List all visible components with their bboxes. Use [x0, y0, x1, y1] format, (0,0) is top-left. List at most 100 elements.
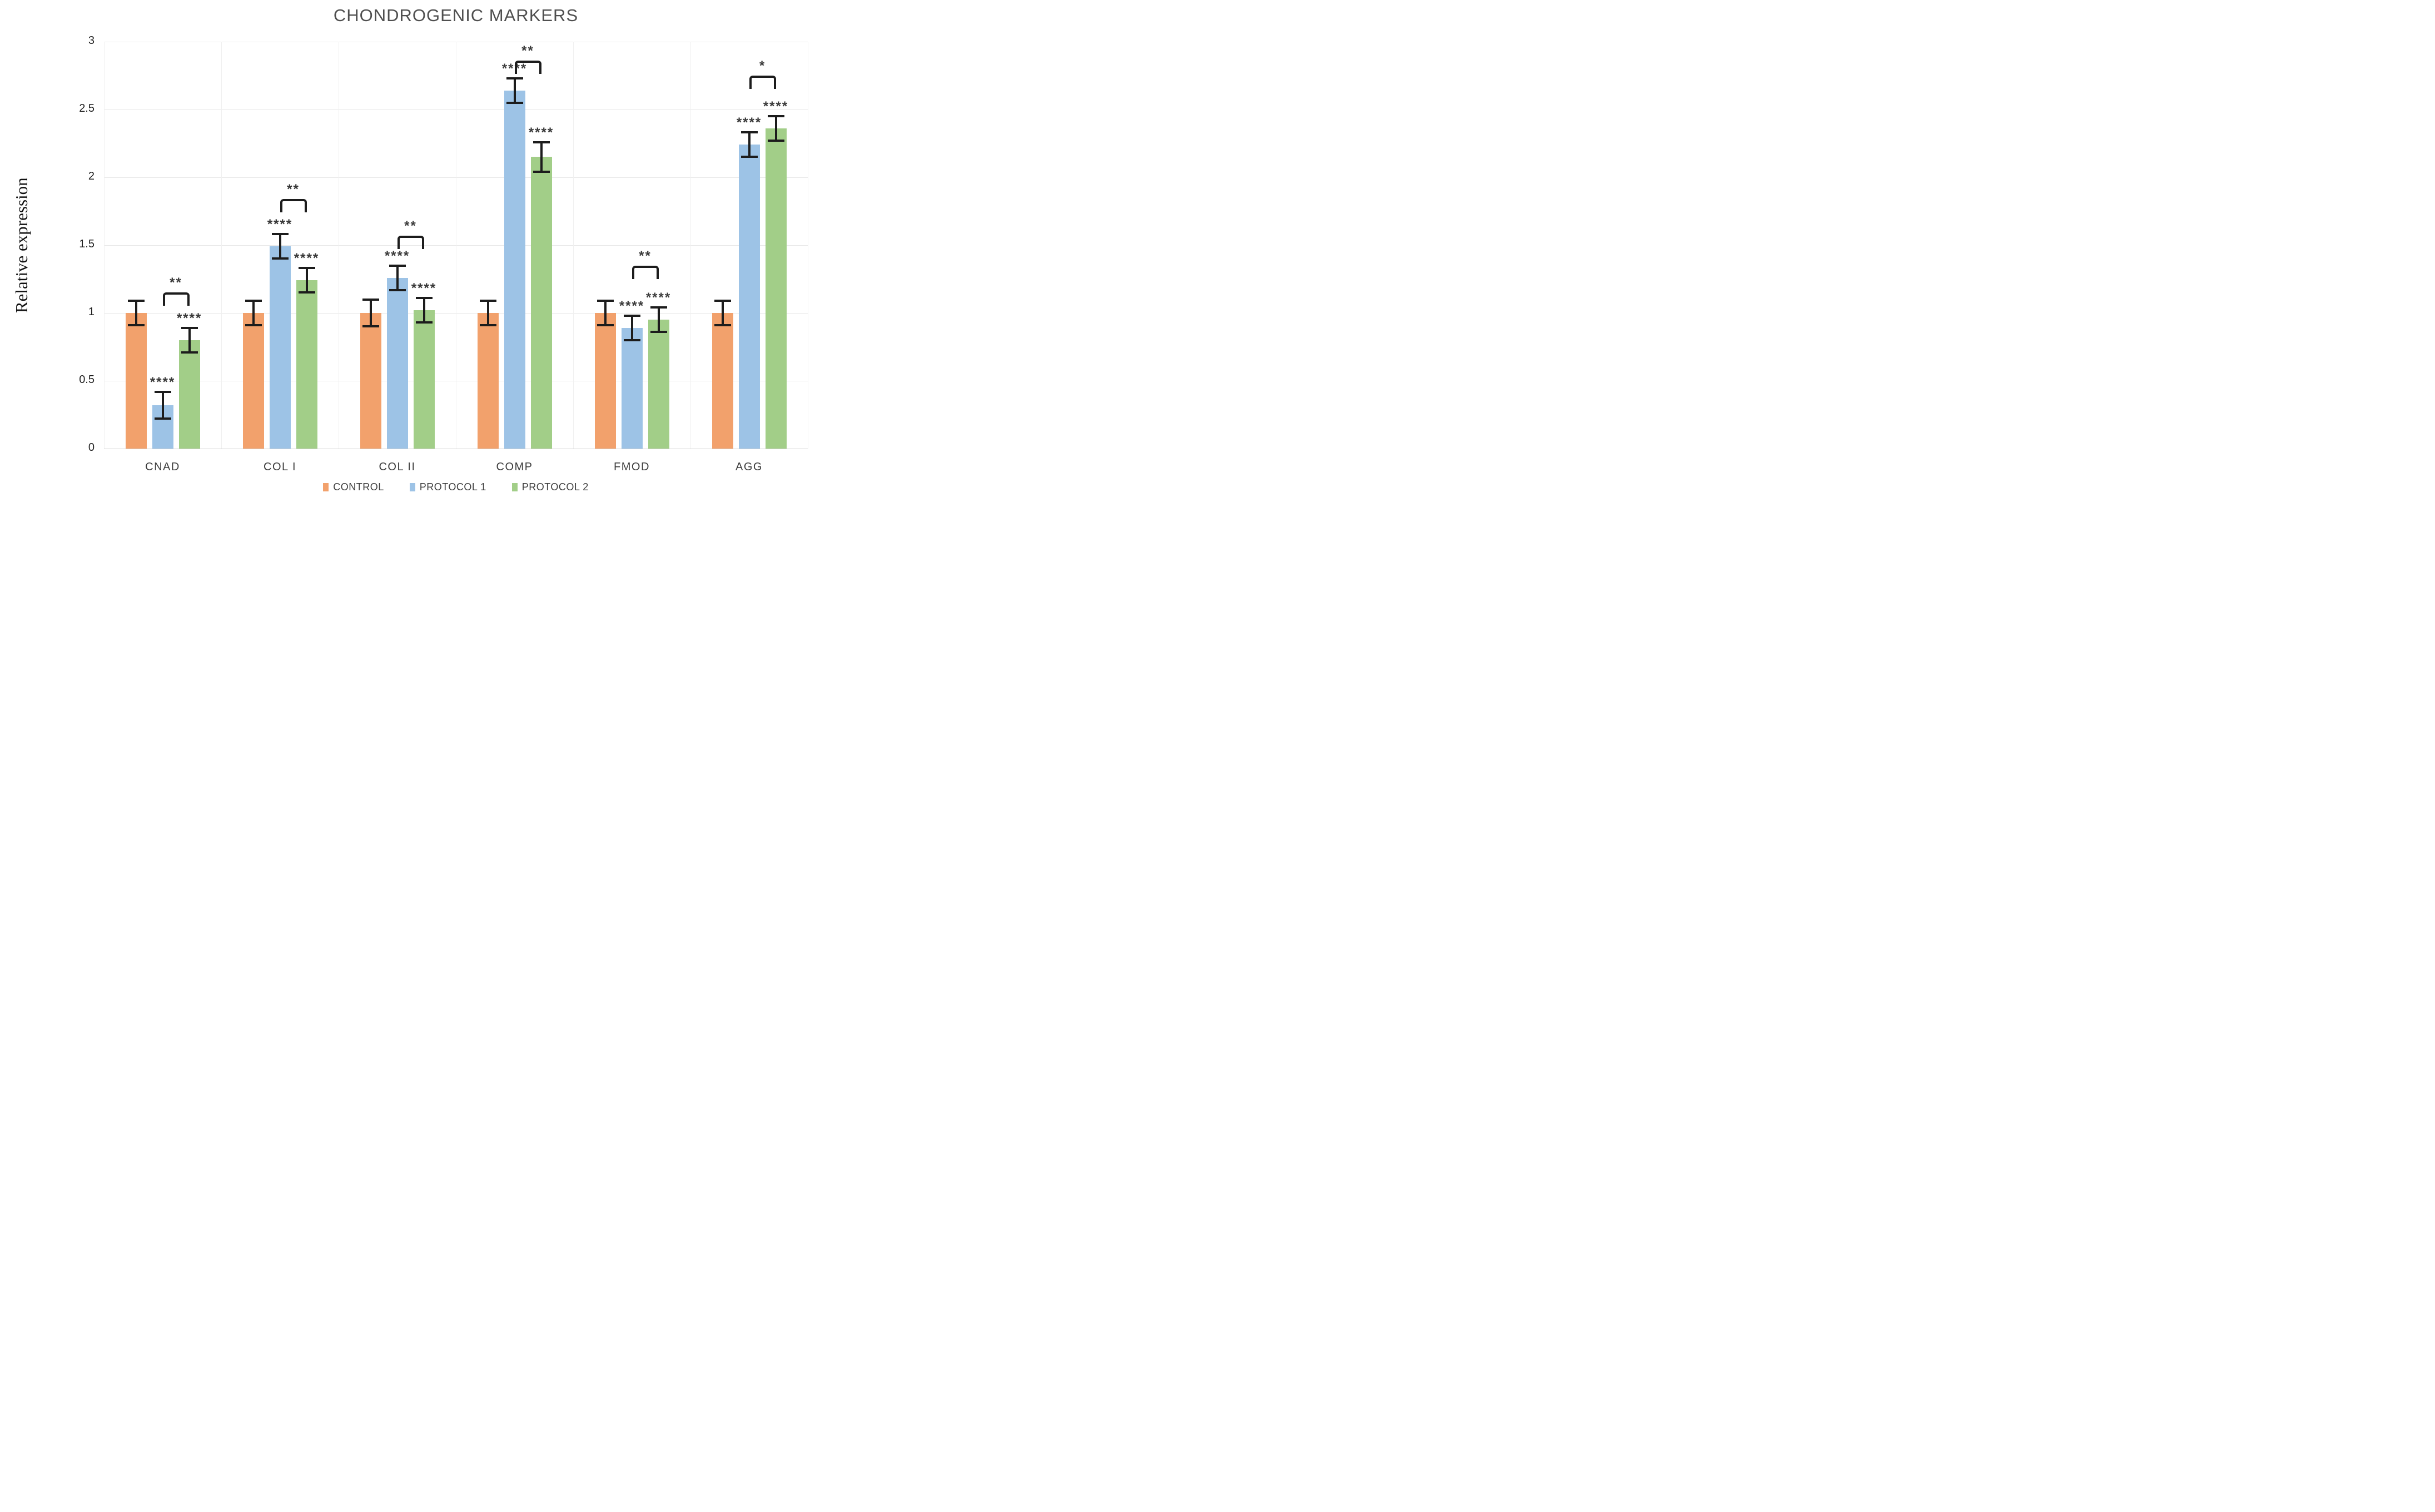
bar-protocol2-colii	[413, 310, 435, 449]
x-axis-label-colii: COL II	[379, 461, 416, 473]
y-tick-3: 3	[88, 34, 95, 47]
error-bar-cap-bottom	[271, 257, 289, 260]
error-bar-cap-top	[415, 297, 433, 300]
bar-protocol2-coli	[296, 280, 317, 449]
error-bar	[630, 315, 633, 340]
bar-control-comp	[477, 313, 499, 449]
bar-control-colii	[360, 313, 381, 449]
error-bar-cap-bottom	[623, 339, 640, 341]
y-axis-title: Relative expression	[12, 177, 31, 313]
error-bar	[135, 301, 137, 325]
comparison-label: **	[639, 248, 652, 263]
error-bar	[188, 327, 191, 352]
y-tick-0: 0	[88, 441, 95, 454]
error-bar-cap-bottom	[767, 140, 784, 142]
significance-stars: ****	[763, 99, 789, 115]
bar-protocol1-fmod	[621, 327, 643, 449]
legend-swatch-icon	[409, 483, 415, 491]
error-bar-cap-top	[127, 300, 145, 302]
bar-control-cnad	[125, 313, 147, 449]
y-tick-1.5: 1.5	[79, 238, 95, 250]
bar-control-fmod	[594, 313, 616, 449]
comparison-bracket-fmod	[632, 265, 659, 279]
comparison-bracket-coli	[280, 199, 307, 213]
error-bar	[305, 268, 308, 293]
legend-item-control: CONTROL	[323, 481, 384, 493]
error-bar-cap-top	[362, 298, 379, 301]
chart-figure: CHONDROGENIC MARKERS Relative expression…	[0, 0, 812, 504]
comparison-label: *	[759, 58, 766, 73]
error-bar-cap-bottom	[533, 171, 550, 173]
significance-stars: ****	[736, 115, 762, 131]
error-bar	[774, 116, 777, 141]
error-bar-cap-top	[714, 300, 731, 302]
error-bar-cap-top	[623, 314, 640, 317]
category-separator	[690, 42, 691, 449]
significance-stars: ****	[619, 298, 645, 314]
x-axis-label-comp: COMP	[496, 461, 533, 473]
legend-label: CONTROL	[333, 481, 384, 493]
y-tick-0.5: 0.5	[79, 374, 95, 386]
error-bar-cap-bottom	[154, 417, 171, 420]
error-bar-cap-top	[298, 267, 315, 270]
error-bar-cap-bottom	[741, 156, 758, 158]
significance-stars: ****	[384, 248, 410, 263]
x-axis-label-cnad: CNAD	[145, 461, 180, 473]
error-bar-cap-top	[533, 141, 550, 143]
error-bar	[396, 265, 399, 290]
legend-item-protocol-1: PROTOCOL 1	[409, 481, 486, 493]
error-bar-cap-top	[741, 131, 758, 134]
comparison-bracket-colii	[397, 235, 424, 249]
error-bar-cap-top	[181, 326, 198, 329]
significance-stars: ****	[267, 217, 293, 232]
bar-protocol2-fmod	[648, 320, 669, 449]
error-bar	[604, 301, 607, 325]
significance-stars: ****	[528, 125, 554, 140]
legend-swatch-icon	[323, 483, 329, 491]
error-bar	[721, 301, 724, 325]
error-bar-cap-bottom	[714, 324, 731, 326]
y-tick-2.5: 2.5	[79, 102, 95, 115]
comparison-bracket-comp	[514, 61, 541, 74]
legend: CONTROL PROTOCOL 1 PROTOCOL 2	[104, 481, 808, 493]
error-bar	[657, 307, 660, 332]
x-axis-label-coli: COL I	[264, 461, 296, 473]
error-bar-cap-bottom	[362, 325, 379, 328]
significance-stars: ****	[411, 281, 437, 296]
error-bar-cap-bottom	[597, 324, 614, 326]
bar-protocol2-agg	[765, 128, 787, 449]
y-tick-1: 1	[88, 306, 95, 318]
bar-control-agg	[712, 313, 733, 449]
error-bar-cap-bottom	[506, 101, 523, 104]
comparison-bracket-agg	[749, 76, 776, 89]
error-bar-cap-top	[154, 390, 171, 393]
comparison-label: **	[521, 43, 534, 59]
error-bar-cap-top	[271, 233, 289, 236]
error-bar-cap-top	[479, 300, 496, 302]
significance-stars: ****	[501, 61, 528, 76]
category-separator	[221, 42, 222, 449]
bar-protocol1-agg	[738, 145, 760, 449]
error-bar-cap-top	[506, 77, 523, 79]
error-bar	[423, 298, 425, 323]
error-bar-cap-bottom	[479, 324, 496, 326]
error-bar-cap-bottom	[389, 289, 406, 291]
comparison-label: **	[170, 275, 182, 291]
error-bar	[369, 299, 372, 327]
significance-stars: ****	[294, 251, 320, 266]
error-bar-cap-bottom	[181, 351, 198, 354]
significance-stars: ****	[150, 374, 176, 390]
error-bar	[513, 78, 516, 103]
legend-label: PROTOCOL 1	[419, 481, 486, 493]
error-bar-cap-top	[389, 264, 406, 267]
category-separator	[573, 42, 574, 449]
bar-protocol1-comp	[504, 90, 525, 449]
error-bar	[279, 234, 281, 259]
x-axis-label-fmod: FMOD	[614, 461, 650, 473]
error-bar-cap-top	[767, 115, 784, 118]
error-bar	[540, 142, 543, 172]
x-axis-label-agg: AGG	[736, 461, 763, 473]
bar-protocol2-cnad	[178, 340, 200, 449]
bar-control-coli	[242, 313, 264, 449]
error-bar-cap-top	[245, 300, 262, 302]
